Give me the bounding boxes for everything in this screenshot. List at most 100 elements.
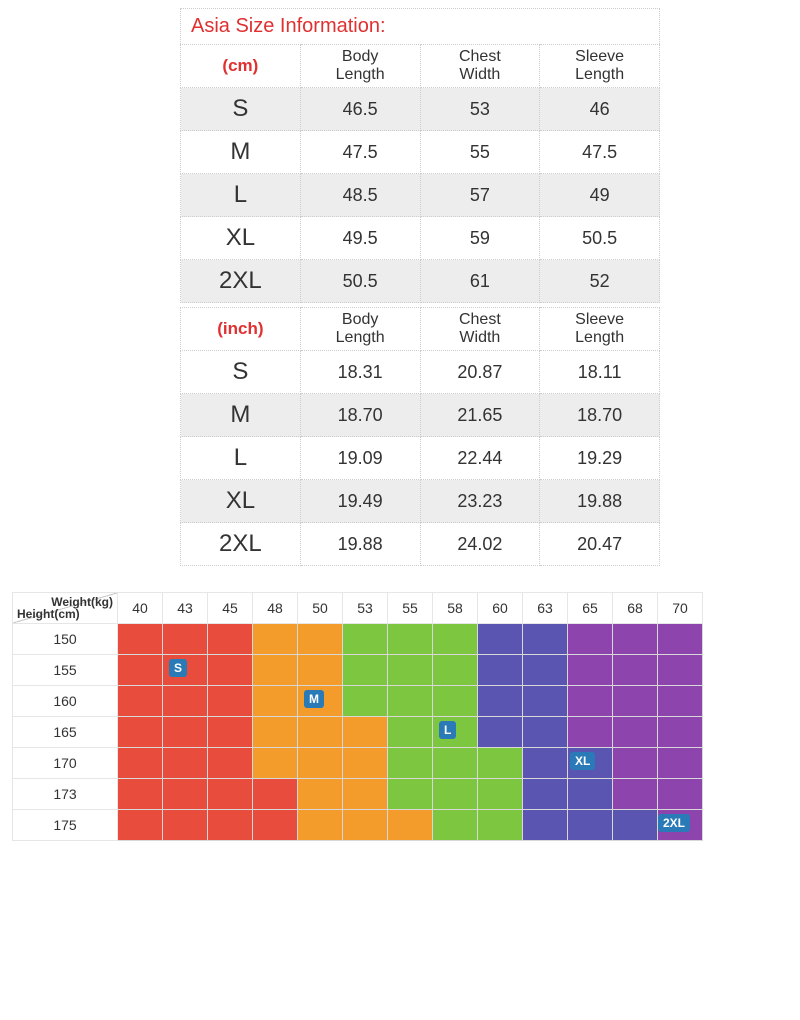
- size-label: S: [181, 88, 301, 131]
- heatmap-cell: [388, 717, 433, 748]
- heatmap-cell: [523, 748, 568, 779]
- height-header: 150: [13, 624, 118, 655]
- heatmap-cell: [163, 810, 208, 841]
- heatmap-cell: [343, 779, 388, 810]
- size-value: 21.65: [420, 394, 540, 437]
- size-badge: L: [439, 721, 456, 739]
- weight-header: 48: [253, 593, 298, 624]
- heatmap-cell: [343, 686, 388, 717]
- heatmap-cell: [523, 779, 568, 810]
- size-tables-region: Asia Size Information: (cm)BodyLengthChe…: [180, 0, 660, 566]
- heatmap-cell: [208, 624, 253, 655]
- heatmap-cell: [568, 779, 613, 810]
- size-label: L: [181, 437, 301, 480]
- size-value: 19.09: [300, 437, 420, 480]
- heatmap-cell: [208, 779, 253, 810]
- size-label: S: [181, 351, 301, 394]
- page: Asia Size Information: (cm)BodyLengthChe…: [0, 0, 800, 841]
- heatmap-cell: [208, 686, 253, 717]
- column-header: BodyLength: [300, 45, 420, 88]
- height-header: 160: [13, 686, 118, 717]
- size-value: 24.02: [420, 523, 540, 566]
- size-label: XL: [181, 480, 301, 523]
- size-value: 55: [420, 131, 540, 174]
- weight-header: 63: [523, 593, 568, 624]
- size-value: 50.5: [540, 217, 660, 260]
- heatmap-cell: [253, 717, 298, 748]
- heatmap-cell: [253, 655, 298, 686]
- size-badge: M: [304, 690, 324, 708]
- heatmap-cell: [163, 686, 208, 717]
- height-header: 165: [13, 717, 118, 748]
- heatmap-cell: [163, 779, 208, 810]
- weight-header: 45: [208, 593, 253, 624]
- size-value: 18.11: [540, 351, 660, 394]
- heatmap-cell: [118, 810, 163, 841]
- size-value: 47.5: [540, 131, 660, 174]
- heatmap-cell: [523, 624, 568, 655]
- size-value: 59: [420, 217, 540, 260]
- size-value: 49: [540, 174, 660, 217]
- weight-header: 70: [658, 593, 703, 624]
- heatmap-cell: [298, 655, 343, 686]
- heatmap-cell: [118, 655, 163, 686]
- size-info-title: Asia Size Information:: [180, 8, 660, 44]
- size-value: 20.47: [540, 523, 660, 566]
- heatmap-cell: [163, 624, 208, 655]
- heatmap-cell: [478, 810, 523, 841]
- heatmap-cell: [478, 686, 523, 717]
- weight-header: 53: [343, 593, 388, 624]
- size-value: 57: [420, 174, 540, 217]
- heatmap-cell: M: [298, 686, 343, 717]
- heatmap-cell: [433, 779, 478, 810]
- heatmap-cell: [478, 655, 523, 686]
- heatmap-cell: [523, 686, 568, 717]
- heatmap-cell: [433, 686, 478, 717]
- heatmap-cell: [118, 686, 163, 717]
- heatmap-cell: [478, 717, 523, 748]
- heatmap-cell: XL: [568, 748, 613, 779]
- heatmap-cell: [613, 686, 658, 717]
- size-value: 19.88: [300, 523, 420, 566]
- size-heatmap: Weight(kg)Height(cm)40434548505355586063…: [12, 592, 703, 841]
- weight-header: 50: [298, 593, 343, 624]
- heatmap-cell: [523, 717, 568, 748]
- weight-header: 55: [388, 593, 433, 624]
- heatmap-cell: [613, 624, 658, 655]
- size-table-inch: (inch)BodyLengthChestWidthSleeveLengthS1…: [180, 307, 660, 566]
- heatmap-cell: [478, 748, 523, 779]
- column-header: SleeveLength: [540, 45, 660, 88]
- heatmap-cell: [568, 810, 613, 841]
- size-table-cm: (cm)BodyLengthChestWidthSleeveLengthS46.…: [180, 44, 660, 303]
- heatmap-cell: 2XL: [658, 810, 703, 841]
- heatmap-cell: [253, 748, 298, 779]
- size-value: 61: [420, 260, 540, 303]
- heatmap-cell: [568, 624, 613, 655]
- heatmap-cell: [613, 717, 658, 748]
- heatmap-cell: [163, 717, 208, 748]
- size-label: 2XL: [181, 260, 301, 303]
- heatmap-cell: [658, 624, 703, 655]
- size-value: 23.23: [420, 480, 540, 523]
- heatmap-cell: [298, 624, 343, 655]
- heatmap-cell: [388, 686, 433, 717]
- heatmap-cell: [208, 748, 253, 779]
- heatmap-cell: [298, 748, 343, 779]
- heatmap-cell: [343, 748, 388, 779]
- size-value: 52: [540, 260, 660, 303]
- size-value: 47.5: [300, 131, 420, 174]
- heatmap-cell: [163, 748, 208, 779]
- heatmap-cell: [343, 624, 388, 655]
- heatmap-cell: [388, 624, 433, 655]
- column-header: ChestWidth: [420, 308, 540, 351]
- size-badge: S: [169, 659, 187, 677]
- heatmap-cell: [433, 655, 478, 686]
- column-header: BodyLength: [300, 308, 420, 351]
- size-value: 18.70: [540, 394, 660, 437]
- size-value: 20.87: [420, 351, 540, 394]
- size-value: 49.5: [300, 217, 420, 260]
- column-header: ChestWidth: [420, 45, 540, 88]
- heatmap-cell: [658, 655, 703, 686]
- heatmap-cell: [478, 779, 523, 810]
- heatmap-cell: [613, 779, 658, 810]
